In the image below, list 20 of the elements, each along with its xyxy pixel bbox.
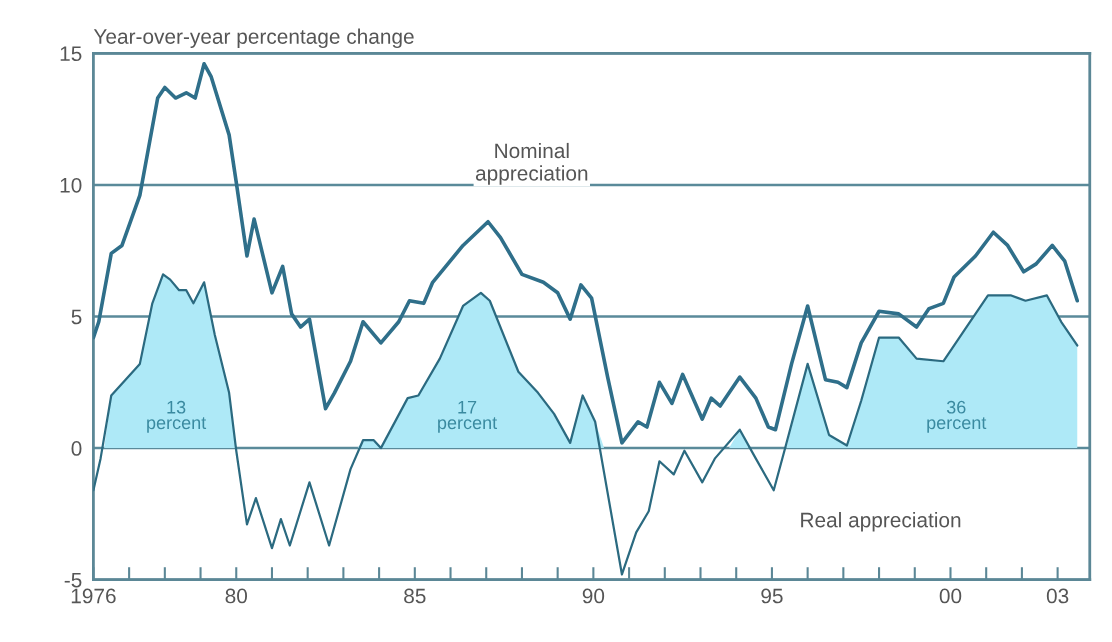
y-tick-label: 10 xyxy=(60,177,82,193)
annotation: 13 percent xyxy=(147,400,207,433)
x-tick-label: 90 xyxy=(582,588,605,604)
y-axis-title: Year-over-year percentage change xyxy=(93,28,414,49)
x-tick-label: 85 xyxy=(404,588,426,604)
annotation: 36 percent xyxy=(927,400,987,433)
y-tick-label: 0 xyxy=(71,441,82,456)
series-label: Nominal appreciation xyxy=(475,142,588,185)
y-tick-label: 15 xyxy=(60,46,82,62)
line-series xyxy=(93,62,1080,445)
y-tick-label: 5 xyxy=(71,309,82,325)
line-series xyxy=(93,273,1079,576)
x-tick-label: 00 xyxy=(939,588,962,604)
y-tick-label: -5 xyxy=(64,572,82,588)
x-tick-label: 03 xyxy=(1046,588,1069,604)
annotation: 17 percent xyxy=(438,401,498,433)
x-tick-label: 95 xyxy=(761,588,783,604)
x-tick-label: 80 xyxy=(225,588,248,604)
x-tick-label: 1976 xyxy=(71,588,116,604)
series-label: Real appreciation xyxy=(801,512,961,532)
